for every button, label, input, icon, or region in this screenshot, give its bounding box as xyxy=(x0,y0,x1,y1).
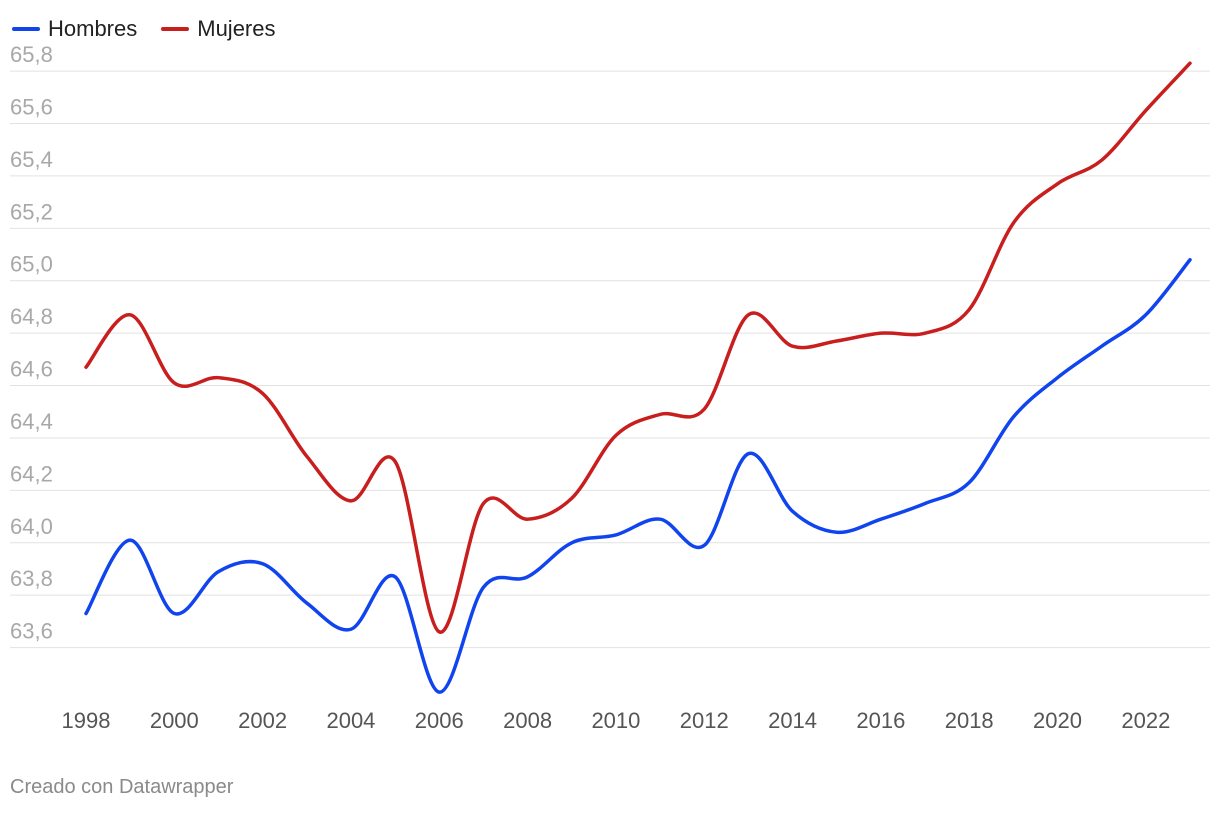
y-tick-label: 64,0 xyxy=(10,514,53,539)
data-point-mujeres xyxy=(835,339,839,343)
data-point-hombres xyxy=(128,538,132,542)
x-tick-label: 1998 xyxy=(62,708,111,733)
y-tick-label: 65,0 xyxy=(10,252,53,277)
data-point-mujeres xyxy=(791,344,795,348)
data-point-mujeres xyxy=(1144,108,1148,112)
data-point-hombres xyxy=(526,575,530,579)
x-tick-label: 2002 xyxy=(238,708,287,733)
data-point-hombres xyxy=(305,601,309,605)
data-point-hombres xyxy=(1011,415,1015,419)
data-point-mujeres xyxy=(967,308,971,312)
data-point-hombres xyxy=(835,530,839,534)
data-point-mujeres xyxy=(702,407,706,411)
x-tick-label: 2010 xyxy=(591,708,640,733)
x-tick-label: 2016 xyxy=(856,708,905,733)
legend-label-mujeres: Mujeres xyxy=(197,16,276,41)
data-point-hombres xyxy=(437,690,441,694)
y-tick-label: 63,8 xyxy=(10,566,53,591)
legend-item-hombres: Hombres xyxy=(12,16,137,42)
datawrapper-credit: Creado con Datawrapper xyxy=(10,776,234,798)
data-point-mujeres xyxy=(1056,182,1060,186)
x-tick-label: 2008 xyxy=(503,708,552,733)
data-point-mujeres xyxy=(614,433,618,437)
data-point-hombres xyxy=(746,452,750,456)
y-tick-label: 65,8 xyxy=(10,42,53,67)
data-point-hombres xyxy=(481,585,485,589)
legend-swatch-mujeres xyxy=(161,27,190,31)
data-point-hombres xyxy=(702,543,706,547)
data-point-hombres xyxy=(84,612,88,616)
x-tick-label: 2022 xyxy=(1121,708,1170,733)
data-point-hombres xyxy=(879,517,883,521)
data-point-mujeres xyxy=(481,501,485,505)
data-point-mujeres xyxy=(84,365,88,369)
x-tick-label: 2004 xyxy=(326,708,375,733)
y-tick-label: 64,2 xyxy=(10,461,53,486)
data-point-mujeres xyxy=(349,499,353,503)
x-tick-label: 2006 xyxy=(415,708,464,733)
data-point-mujeres xyxy=(746,313,750,317)
data-point-hombres xyxy=(261,562,265,566)
data-point-mujeres xyxy=(923,331,927,335)
data-point-hombres xyxy=(393,575,397,579)
chart-legend: Hombres Mujeres xyxy=(12,16,276,42)
data-point-mujeres xyxy=(1100,158,1104,162)
legend-swatch-hombres xyxy=(12,27,40,31)
data-point-hombres xyxy=(570,541,574,545)
data-point-hombres xyxy=(1188,258,1192,262)
x-tick-label: 2020 xyxy=(1033,708,1082,733)
series-line-mujeres xyxy=(84,61,1192,634)
data-point-mujeres xyxy=(570,496,574,500)
data-point-mujeres xyxy=(879,331,883,335)
x-tick-label: 2000 xyxy=(150,708,199,733)
data-point-mujeres xyxy=(1188,61,1192,65)
data-point-mujeres xyxy=(437,630,441,634)
x-tick-label: 2012 xyxy=(680,708,729,733)
data-point-hombres xyxy=(172,612,176,616)
data-point-mujeres xyxy=(526,517,530,521)
data-point-mujeres xyxy=(261,391,265,395)
data-point-mujeres xyxy=(216,376,220,380)
data-point-hombres xyxy=(614,533,618,537)
x-tick-label: 2014 xyxy=(768,708,817,733)
data-point-mujeres xyxy=(172,381,176,385)
legend-item-mujeres: Mujeres xyxy=(161,16,276,42)
data-point-hombres xyxy=(1144,313,1148,317)
data-point-hombres xyxy=(967,481,971,485)
data-point-hombres xyxy=(1100,344,1104,348)
y-tick-label: 64,6 xyxy=(10,357,53,382)
data-point-hombres xyxy=(1056,376,1060,380)
y-tick-label: 65,6 xyxy=(10,95,53,120)
data-point-hombres xyxy=(791,509,795,513)
data-point-mujeres xyxy=(658,412,662,416)
data-point-mujeres xyxy=(128,313,132,317)
data-point-mujeres xyxy=(1011,221,1015,225)
data-point-hombres xyxy=(216,570,220,574)
data-point-mujeres xyxy=(305,454,309,458)
data-point-hombres xyxy=(658,517,662,521)
series-line-hombres xyxy=(84,258,1192,694)
legend-label-hombres: Hombres xyxy=(48,16,138,41)
data-point-mujeres xyxy=(393,460,397,464)
y-tick-label: 63,6 xyxy=(10,619,53,644)
x-tick-label: 2018 xyxy=(945,708,994,733)
data-point-hombres xyxy=(923,501,927,505)
y-tick-label: 64,8 xyxy=(10,304,53,329)
y-tick-label: 65,2 xyxy=(10,199,53,224)
y-tick-label: 64,4 xyxy=(10,409,53,434)
y-tick-label: 65,4 xyxy=(10,147,53,172)
data-point-hombres xyxy=(349,627,353,631)
